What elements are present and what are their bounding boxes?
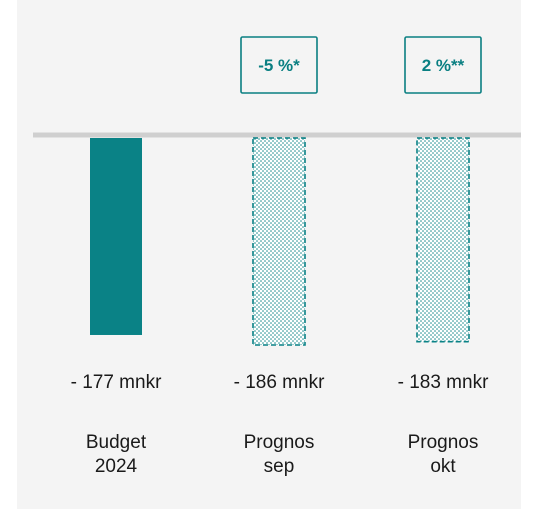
bar-3 — [416, 137, 470, 343]
annotation-text-1: -5 %* — [258, 56, 300, 75]
category-label-2-line-1: Prognos — [244, 432, 315, 453]
annotation-box-2 — [404, 36, 482, 94]
category-label-1-line-1: Budget — [86, 432, 147, 453]
value-label-2: - 186 mnkr — [234, 372, 325, 393]
category-label-3-line-1: Prognos — [408, 432, 479, 453]
annotation-box-1 — [240, 36, 318, 94]
value-label-1: - 177 mnkr — [71, 372, 162, 393]
annotation-text-2: 2 %** — [422, 56, 465, 75]
category-label-3-line-2: okt — [430, 456, 456, 477]
bar-2 — [252, 137, 306, 346]
category-label-2-line-2: sep — [264, 456, 295, 477]
category-label-1-line-2: 2024 — [95, 456, 138, 477]
bar-1 — [90, 138, 142, 335]
value-label-3: - 183 mnkr — [398, 372, 489, 393]
